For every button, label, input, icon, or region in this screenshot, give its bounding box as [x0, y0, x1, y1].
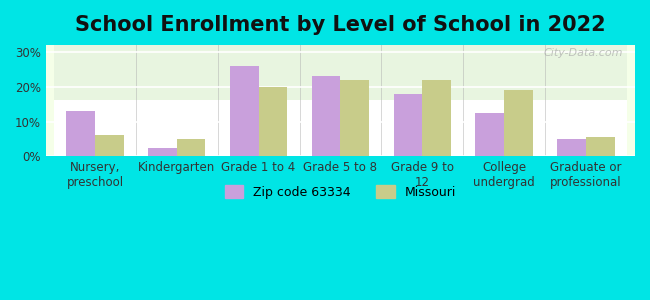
- Title: School Enrollment by Level of School in 2022: School Enrollment by Level of School in …: [75, 15, 606, 35]
- Text: City-Data.com: City-Data.com: [543, 48, 623, 58]
- Bar: [504, 90, 533, 156]
- Bar: [66, 111, 95, 156]
- Bar: [312, 76, 341, 156]
- Bar: [557, 139, 586, 156]
- Bar: [230, 66, 259, 156]
- Bar: [95, 136, 124, 156]
- Bar: [177, 139, 205, 156]
- Bar: [475, 113, 504, 156]
- Bar: [259, 87, 287, 156]
- Legend: Zip code 63334, Missouri: Zip code 63334, Missouri: [220, 180, 462, 204]
- Bar: [586, 137, 614, 156]
- Bar: [341, 80, 369, 156]
- Bar: [422, 80, 451, 156]
- Bar: [394, 94, 422, 156]
- Bar: [148, 148, 177, 156]
